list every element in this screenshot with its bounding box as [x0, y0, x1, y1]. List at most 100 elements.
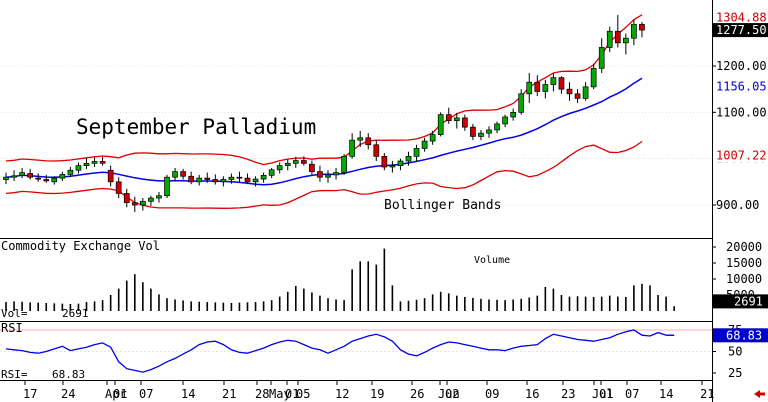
candle-body: [196, 177, 203, 183]
candle-body: [462, 117, 468, 128]
candle-body: [349, 139, 355, 157]
candle-body: [172, 171, 178, 178]
candle-body: [357, 137, 364, 141]
candle-body: [614, 30, 621, 44]
candle-body: [148, 197, 154, 202]
candle-body: [19, 172, 25, 176]
candle-body: [236, 176, 243, 179]
candle-body: [43, 179, 50, 182]
price-tick-label: 1100.00: [716, 105, 767, 119]
candle-body: [550, 77, 557, 85]
candle-body: [252, 178, 259, 183]
x-tick-label: 24: [61, 387, 75, 401]
candle-body: [180, 171, 186, 177]
candle-body: [437, 114, 444, 135]
rsi-readout-value: 68.83: [52, 368, 85, 381]
candle-body: [3, 176, 9, 180]
x-tick-label: 21: [222, 387, 236, 401]
candle-body: [268, 169, 275, 176]
volume-last-box: [713, 294, 768, 309]
volume-readout-value: 2691: [62, 307, 89, 320]
candle-body: [341, 156, 347, 173]
candle-body: [421, 140, 428, 149]
x-tick-label: Apr: [105, 387, 127, 401]
volume-panel-title: Commodity Exchange Vol: [1, 239, 160, 253]
volume-tick-label: 15000: [726, 256, 762, 270]
x-tick-label: 02: [445, 387, 459, 401]
x-tick-label: 16: [525, 387, 539, 401]
candle-body: [131, 202, 138, 206]
candle-body: [470, 126, 476, 137]
volume-readout-label: Vol=: [1, 307, 28, 320]
candle-body: [526, 81, 533, 95]
x-tick-label: 14: [659, 387, 673, 401]
volume-last-label: 2691: [734, 294, 763, 308]
candle-body: [284, 162, 291, 166]
candle-body: [365, 137, 372, 146]
chart-title: September Palladium: [76, 115, 316, 139]
candle-body: [301, 160, 307, 164]
x-tick-label: 09: [485, 387, 499, 401]
rsi-readout-label: RSI=: [1, 368, 28, 381]
candle-body: [220, 179, 227, 183]
x-tick-label: May: [269, 387, 291, 401]
candle-body: [59, 174, 66, 179]
candle-body: [494, 123, 500, 131]
rsi-panel-title: RSI: [1, 321, 23, 335]
scroll-left-icon[interactable]: [754, 390, 760, 398]
candle-body: [486, 129, 492, 134]
candle-body: [107, 169, 114, 183]
candle-body: [67, 169, 74, 175]
x-tick-label: 01: [599, 387, 613, 401]
lower-bollinger-band: [5, 140, 643, 209]
candle-body: [244, 177, 251, 183]
candle-body: [590, 67, 597, 88]
candle-body: [453, 117, 460, 122]
candle-body: [558, 77, 565, 90]
lower-band-value-label: 1007.22: [716, 148, 767, 162]
rsi-last-box: [713, 328, 768, 343]
candle-body: [292, 160, 299, 164]
candle-body: [325, 174, 331, 178]
candle-body: [413, 148, 420, 157]
candle-body: [115, 181, 122, 194]
rsi-tick-label: 50: [728, 345, 742, 359]
candle-body: [510, 111, 516, 118]
middle-band-value-label: 1156.05: [716, 79, 767, 93]
lower-band-value-label-box: [713, 148, 768, 163]
last-price-label: 1277.50: [716, 23, 767, 37]
x-tick-label: 01: [113, 387, 127, 401]
candle-body: [91, 161, 98, 164]
x-tick-label: 28: [255, 387, 269, 401]
candle-body: [35, 177, 42, 180]
candle-body: [566, 88, 573, 95]
candle-body: [606, 30, 613, 48]
candle-body: [582, 86, 589, 99]
candle-body: [622, 37, 629, 44]
candle-body: [51, 177, 58, 183]
candle-body: [478, 132, 484, 137]
candle-body: [429, 134, 436, 142]
x-tick-label: 07: [139, 387, 153, 401]
candle-body: [11, 175, 17, 178]
candle-body: [445, 114, 452, 122]
candle-body: [156, 195, 162, 199]
volume-tick-label: 10000: [726, 272, 762, 286]
middle-band-value-label-box: [713, 79, 768, 94]
volume-series-label: Volume: [474, 255, 510, 266]
price-tick-label: 900.00: [716, 198, 759, 212]
price-tick-label: 1200.00: [716, 59, 767, 73]
scroll-left-icon-shaft[interactable]: [759, 392, 765, 396]
x-tick-label: 23: [561, 387, 575, 401]
candle-body: [381, 156, 388, 168]
x-tick-label: 19: [370, 387, 384, 401]
candle-body: [317, 171, 323, 178]
candle-body: [83, 162, 90, 166]
x-tick-label: 05: [296, 387, 310, 401]
candle-body: [397, 160, 404, 166]
candle-body: [542, 84, 549, 92]
candle-body: [574, 93, 581, 99]
x-tick-label: 17: [23, 387, 37, 401]
